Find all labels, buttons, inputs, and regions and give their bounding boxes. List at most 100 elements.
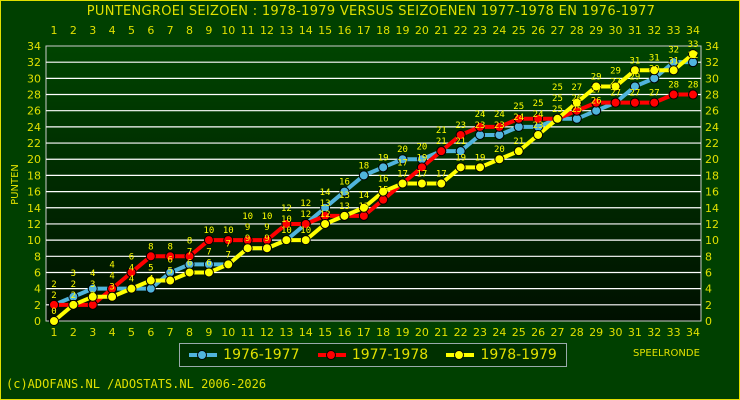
legend-item-1976-1977: 1976-1977 [189,347,299,363]
y-tick-label-right: 26 [705,105,719,118]
y-tick-label-right: 2 [705,299,712,312]
x-tick-label-top: 18 [376,24,390,37]
data-point [688,89,698,100]
data-label: 2 [71,280,76,290]
data-point [126,267,137,278]
x-tick-label-bottom: 6 [147,326,154,339]
x-tick-label-bottom: 24 [492,326,506,339]
data-label: 6 [206,258,211,268]
data-label: 12 [300,210,311,220]
data-label: 27 [610,89,621,99]
x-tick-label-bottom: 33 [667,326,681,339]
x-tick-label-top: 13 [279,24,293,37]
y-axis-label: PUNTEN [9,164,21,205]
y-tick-label-right: 4 [705,283,712,296]
x-tick-label-bottom: 32 [647,326,661,339]
data-label: 6 [167,256,172,266]
data-point [688,49,698,60]
x-tick-label-top: 10 [221,24,235,37]
data-label: 23 [455,121,466,131]
x-tick-label-top: 1 [51,24,58,37]
data-label: 27 [629,89,640,99]
data-label: 2 [90,291,95,301]
data-label: 28 [668,81,679,91]
x-tick-label-bottom: 2 [70,326,77,339]
y-tick-label-left: 6 [34,266,41,279]
y-tick-label-left: 28 [27,89,41,102]
data-point [610,81,621,92]
data-point [455,162,466,173]
x-tick-label-top: 29 [589,24,603,37]
data-point [494,121,505,132]
x-tick-label-bottom: 3 [89,326,96,339]
data-point [668,65,679,76]
data-label: 4 [129,275,134,285]
data-label: 10 [300,226,311,236]
data-label: 31 [629,56,640,66]
y-tick-label-left: 10 [27,234,41,247]
data-label: 10 [281,215,292,225]
data-point [203,235,214,246]
y-tick-label-right: 14 [705,202,719,215]
data-point [281,218,292,229]
data-point [165,275,176,286]
data-point [494,154,505,165]
data-label: 9 [245,234,250,244]
data-label: 26 [571,94,582,104]
y-tick-label-right: 10 [705,234,719,247]
x-tick-label-top: 25 [512,24,526,37]
x-axis-label: SPEELRONDE [633,348,700,359]
data-label: 15 [378,186,389,196]
x-tick-label-top: 26 [531,24,545,37]
data-label: 21 [436,137,447,147]
data-point [262,243,272,254]
data-label: 14 [320,188,331,198]
data-point [397,178,408,189]
data-label: 17 [397,170,408,180]
data-label: 30 [649,64,660,74]
x-tick-label-bottom: 34 [686,326,700,339]
data-label: 9 [264,234,269,244]
y-tick-label-left: 18 [27,169,41,182]
data-label: 24 [533,110,544,120]
data-label: 24 [475,110,486,120]
y-tick-label-left: 16 [27,186,41,199]
data-point [49,316,59,326]
data-point [300,218,311,229]
x-tick-label-bottom: 17 [357,326,371,339]
data-label: 25 [552,94,563,104]
data-label: 31 [649,53,660,63]
data-point [397,154,408,165]
x-tick-label-bottom: 21 [434,326,448,339]
data-label: 27 [610,78,621,88]
x-tick-label-bottom: 13 [279,326,293,339]
data-label: 17 [397,159,408,169]
data-label: 27 [571,83,582,93]
y-tick-label-right: 6 [705,266,712,279]
x-tick-label-top: 34 [686,24,700,37]
y-tick-label-left: 30 [27,72,41,85]
series-line-1977-1978 [54,92,693,307]
data-label: 3 [109,283,114,293]
data-label: 4 [109,261,114,271]
legend-marker [189,350,218,360]
data-label: 25 [533,99,544,109]
data-label: 20 [416,142,427,152]
x-tick-label-top: 12 [260,24,274,37]
data-point [184,251,195,262]
data-point [378,186,389,197]
data-label: 7 [187,247,192,257]
data-point [358,170,369,181]
x-tick-label-bottom: 4 [109,326,116,339]
data-label: 4 [90,269,95,279]
x-tick-label-top: 8 [186,24,193,37]
data-label: 23 [475,121,486,131]
data-point [513,113,524,124]
data-point [475,162,485,173]
data-label: 5 [148,264,153,274]
data-label: 19 [455,153,466,163]
data-label: 10 [242,212,253,222]
x-tick-label-bottom: 18 [376,326,390,339]
y-tick-label-right: 22 [705,137,719,150]
data-label: 9 [264,223,269,233]
